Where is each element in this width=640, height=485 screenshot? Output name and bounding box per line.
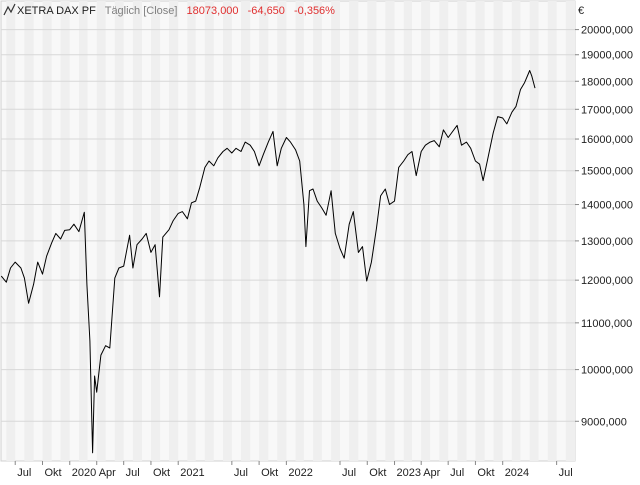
x-tick-label: Jul (17, 467, 31, 479)
month-band (277, 1, 287, 461)
month-band (313, 1, 322, 461)
month-band (78, 1, 88, 461)
x-tick-label: Okt (153, 467, 170, 479)
y-tick-label: 11000,000 (581, 318, 632, 330)
month-band (439, 1, 449, 461)
x-tick-label: Apr (99, 467, 116, 479)
month-band (475, 1, 485, 461)
month-band (42, 1, 52, 461)
y-tick-label: 18000,000 (581, 76, 633, 88)
y-axis-labels: 9000,000 10000,000 11000,000 12000,000 13000… (575, 25, 633, 428)
x-tick-label: Okt (261, 467, 278, 479)
y-tick-label: 19000,000 (581, 50, 633, 62)
month-band (385, 1, 395, 461)
currency-symbol: € (578, 5, 584, 17)
x-tick-label: Okt (44, 467, 61, 479)
last-value: 18073,000 (187, 5, 239, 17)
y-tick-label: 14000,000 (581, 200, 633, 212)
y-tick-label: 15000,000 (581, 166, 633, 178)
price-line (0, 70, 536, 454)
month-band (222, 1, 232, 461)
x-tick-label: Jul (234, 467, 248, 479)
y-tick-label: 10000,000 (581, 365, 633, 377)
month-band (204, 1, 214, 461)
month-band (511, 1, 521, 461)
series-layer (0, 70, 536, 454)
instrument-name: XETRA DAX PF (17, 5, 96, 17)
month-band (259, 1, 269, 461)
month-band (24, 1, 34, 461)
month-band (132, 1, 143, 461)
month-band (421, 1, 431, 461)
y-tick-label: 17000,000 (581, 104, 633, 116)
svg-text:XETRA DAX PF Täglich [: XETRA DAX PF Täglich [Close] 18073,000 -… (17, 5, 335, 17)
change-absolute: -64,650 (248, 5, 285, 17)
x-tick-label: Jul (450, 467, 464, 479)
y-tick-label: 12000,000 (581, 275, 633, 287)
month-band (367, 1, 377, 461)
y-tick-label: 13000,000 (581, 236, 633, 248)
x-axis-labels: Jul Okt 2020 Apr Jul Okt 2021 Jul Okt 2022 Jul Okt 2… (14, 461, 573, 479)
month-band (96, 1, 106, 461)
chart-header: XETRA DAX PF Täglich [Close] 18073,000 -… (3, 3, 335, 17)
x-tick-label: Jul (342, 467, 356, 479)
month-band (529, 1, 539, 461)
x-tick-label: 2020 (72, 467, 96, 479)
month-band (60, 1, 70, 461)
month-band (547, 1, 557, 461)
x-tick-label: Apr (423, 467, 440, 479)
y-tick-label: 20000,000 (581, 25, 633, 37)
month-band (114, 1, 124, 461)
month-band (150, 1, 161, 461)
change-percent: -0,356% (294, 5, 335, 17)
x-tick-label: Jul (559, 467, 573, 479)
month-band (457, 1, 467, 461)
month-band (169, 1, 179, 461)
month-band (241, 1, 251, 461)
month-band (403, 1, 413, 461)
month-band (565, 1, 575, 461)
y-tick-label: 9000,000 (581, 416, 627, 428)
x-tick-label: 2023 (397, 467, 421, 479)
grid-lines (1, 29, 575, 422)
y-tick-label: 16000,000 (581, 134, 633, 146)
x-tick-label: Okt (477, 467, 494, 479)
month-band (6, 1, 16, 461)
x-tick-label: 2022 (288, 467, 312, 479)
x-tick-label: Jul (126, 467, 140, 479)
line-chart-icon (3, 3, 16, 16)
month-band (187, 1, 196, 461)
interval-label: Täglich [Close] (105, 5, 178, 17)
month-band (493, 1, 503, 461)
x-tick-label: 2024 (505, 467, 529, 479)
month-band (349, 1, 359, 461)
month-band (295, 1, 304, 461)
x-tick-label: 2021 (180, 467, 204, 479)
x-tick-label: Okt (369, 467, 386, 479)
